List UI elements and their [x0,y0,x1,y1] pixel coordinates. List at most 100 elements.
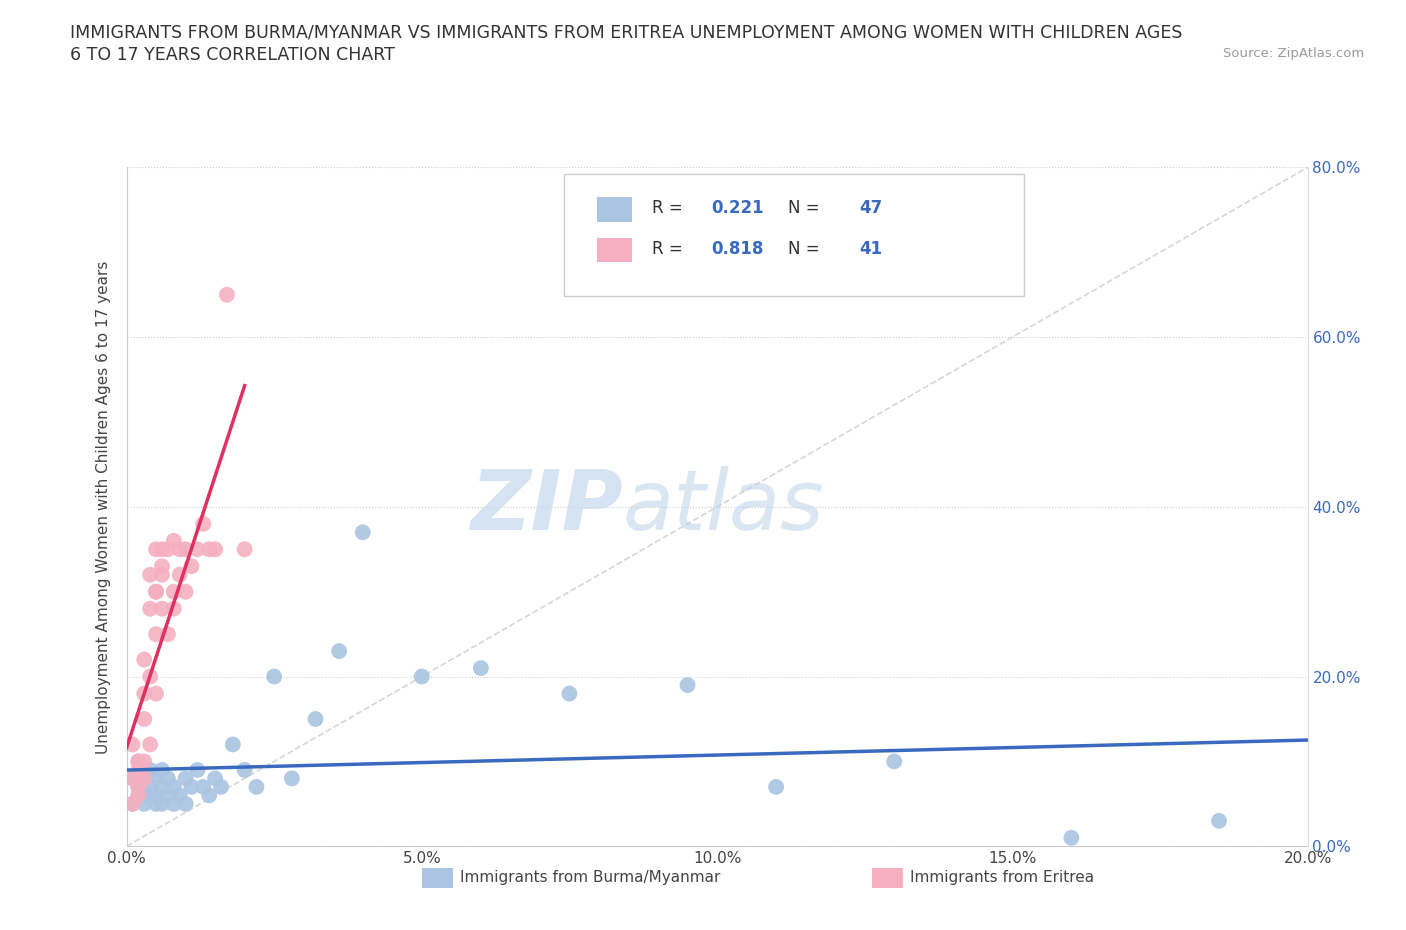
Point [163,602,186,617]
Point [127,788,149,803]
Text: atlas: atlas [623,466,824,548]
Point [139,779,162,794]
Point [121,796,143,811]
Point [204,771,226,786]
Point [1060,830,1083,845]
Point [139,737,162,752]
Point [169,542,191,557]
Point [676,678,699,693]
Text: Source: ZipAtlas.com: Source: ZipAtlas.com [1223,46,1364,60]
Point [134,763,156,777]
Point [186,763,208,777]
Point [883,754,905,769]
Point [304,711,326,726]
Point [174,584,197,599]
Point [470,660,492,675]
Point [150,602,173,617]
Point [352,525,374,539]
Point [163,584,186,599]
Point [263,670,285,684]
FancyBboxPatch shape [564,174,1024,297]
Point [150,559,173,574]
Point [1208,814,1230,829]
Text: ZIP: ZIP [470,466,623,548]
Point [174,796,197,811]
Point [156,788,179,803]
Point [169,567,191,582]
Point [169,788,191,803]
Point [127,754,149,769]
Point [156,627,179,642]
Point [134,686,156,701]
Point [150,763,173,777]
Point [145,796,167,811]
Point [233,763,256,777]
Point [145,627,167,642]
Point [328,644,350,658]
Point [180,559,202,574]
Point [134,796,156,811]
Point [174,771,197,786]
Point [156,542,179,557]
Point [222,737,245,752]
Point [145,686,167,701]
Point [134,652,156,667]
Text: IMMIGRANTS FROM BURMA/MYANMAR VS IMMIGRANTS FROM ERITREA UNEMPLOYMENT AMONG WOME: IMMIGRANTS FROM BURMA/MYANMAR VS IMMIGRA… [70,23,1182,41]
Point [281,771,304,786]
Point [127,788,149,803]
Point [558,686,581,701]
Text: R =: R = [652,199,688,217]
Point [765,779,787,794]
Point [150,542,173,557]
Point [134,788,156,803]
Text: N =: N = [787,199,825,217]
Point [245,779,267,794]
Point [186,542,208,557]
Point [127,754,149,769]
Point [198,788,221,803]
Point [127,763,149,777]
Point [139,763,162,777]
Point [233,542,256,557]
Point [127,779,149,794]
Point [121,771,143,786]
Text: 47: 47 [859,199,882,217]
Point [204,542,226,557]
Point [411,670,433,684]
Point [156,771,179,786]
Point [134,754,156,769]
Point [121,771,143,786]
FancyBboxPatch shape [596,238,633,262]
Point [139,567,162,582]
Point [139,602,162,617]
Point [134,771,156,786]
Y-axis label: Unemployment Among Women with Children Ages 6 to 17 years: Unemployment Among Women with Children A… [96,260,111,753]
Text: Immigrants from Eritrea: Immigrants from Eritrea [910,870,1094,885]
Point [139,788,162,803]
Point [150,796,173,811]
Point [209,779,232,794]
Point [193,779,215,794]
Text: 6 TO 17 YEARS CORRELATION CHART: 6 TO 17 YEARS CORRELATION CHART [70,46,395,64]
Point [163,796,186,811]
Point [163,534,186,549]
Point [150,779,173,794]
Point [150,567,173,582]
Point [193,516,215,531]
Text: 41: 41 [859,240,882,258]
Text: 0.221: 0.221 [711,199,763,217]
Point [145,788,167,803]
Point [145,584,167,599]
Point [145,771,167,786]
Point [198,542,221,557]
Text: 0.818: 0.818 [711,240,763,258]
Point [121,796,143,811]
Point [134,711,156,726]
Point [163,779,186,794]
Point [145,584,167,599]
Text: N =: N = [787,240,825,258]
Point [127,779,149,794]
Point [121,737,143,752]
Point [180,779,202,794]
FancyBboxPatch shape [596,197,633,221]
